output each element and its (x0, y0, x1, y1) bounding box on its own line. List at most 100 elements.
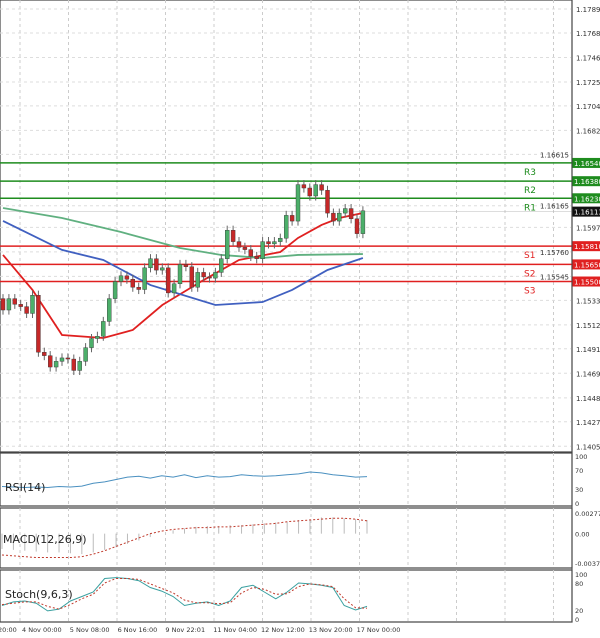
candle-bearish (48, 355, 53, 368)
time-tick-label: 20:00 (0, 626, 17, 634)
current-price-badge (572, 206, 600, 217)
candle-bullish (260, 241, 265, 259)
moving-average-line (2, 220, 364, 306)
level-price-text: 1.15650 (574, 261, 600, 269)
panel-frame (0, 507, 573, 569)
candle-bearish (254, 256, 259, 259)
price-tick-label: 1.15335 (576, 297, 600, 305)
macd-tick-label: 0.00277 (575, 510, 600, 518)
candle-bearish (289, 215, 295, 222)
macd-label: MACD(12,26,9) (3, 533, 87, 546)
price-tick-label: 1.17890 (576, 6, 600, 14)
candle-bullish (142, 267, 147, 290)
candle-bearish (24, 306, 29, 314)
macd-tick-label: 0.00 (575, 531, 589, 539)
candle-bearish (207, 276, 212, 279)
stoch-tick-label: 20 (575, 607, 583, 615)
price-tick-label: 1.15760 (540, 249, 569, 257)
candle-bullish (101, 321, 106, 337)
candle-bearish (136, 287, 141, 290)
candle-bearish (42, 352, 47, 356)
candle-bullish (219, 258, 224, 273)
level-price-badge (572, 193, 600, 204)
level-price-text: 1.15810 (574, 243, 600, 251)
stoch-tick-label: 100 (575, 571, 587, 579)
candle-bearish (248, 249, 254, 257)
candle-bearish (65, 357, 71, 360)
level-price-text: 1.16380 (574, 178, 600, 186)
candle-bearish (325, 190, 330, 214)
level-price-text: 1.15500 (574, 279, 600, 287)
candle-bearish (331, 212, 336, 222)
stoch-signal-line (1, 578, 368, 610)
candle-bearish (319, 184, 324, 191)
price-tick-label: 1.14695 (576, 370, 600, 378)
candle-bearish (189, 266, 195, 288)
price-tick-label: 1.17680 (576, 30, 600, 38)
candle-bearish (242, 247, 248, 250)
rsi-tick-label: 0 (575, 500, 579, 508)
level-label-s3: S3 (524, 287, 535, 297)
level-label-s2: S2 (524, 269, 535, 279)
price-axis: 1.17890 1.17680 1.17465 1.17250 1.17040 1.168… (540, 0, 600, 622)
level-price-badge (572, 157, 600, 168)
price-tick-label: 1.14910 (576, 346, 600, 354)
time-axis: 20:00 4 Nov 00:00 5 Nov 08:00 6 Nov 16:00 9 … (0, 626, 400, 634)
time-tick-label: 11 Nov 04:00 (213, 626, 257, 634)
candle-bullish (118, 275, 124, 282)
price-tick-label: 1.16825 (576, 127, 600, 135)
candle-bearish (348, 208, 354, 220)
level-price-badge (572, 176, 600, 187)
time-tick-label: 5 Nov 08:00 (70, 626, 110, 634)
candle-bearish (236, 241, 242, 248)
time-tick-label: 6 Nov 16:00 (118, 626, 158, 634)
candle-bullish (213, 272, 218, 279)
level-price-text: 1.16540 (574, 160, 600, 168)
rsi-tick-label: 100 (575, 453, 587, 461)
candle-bullish (171, 283, 177, 294)
price-tick-label: 1.15545 (540, 273, 569, 281)
time-tick-label: 4 Nov 00:00 (22, 626, 62, 634)
candle-bullish (160, 267, 165, 271)
time-tick-label: 17 Nov 00:00 (357, 626, 401, 634)
moving-average-line (2, 207, 363, 259)
macd-signal-line (1, 517, 368, 559)
rsi-tick-label: 30 (575, 486, 583, 494)
grid (0, 0, 573, 623)
price-tick-label: 1.15975 (576, 224, 600, 232)
level-label-s1: S1 (524, 251, 535, 261)
time-tick-label: 9 Nov 22:01 (165, 626, 205, 634)
candle-bearish (165, 267, 171, 294)
candle-bullish (59, 357, 65, 362)
candle-bullish (83, 347, 88, 362)
current-price-text: 1.16113 (574, 209, 600, 217)
candle-bearish (201, 272, 206, 278)
candle-bullish (224, 230, 230, 259)
macd-tick-label: -0.00379 (575, 560, 600, 568)
candle-bearish (266, 241, 271, 245)
candle-bullish (177, 264, 183, 285)
candle-bullish (77, 361, 82, 371)
candle-bearish (36, 295, 41, 353)
rsi-line (1, 471, 368, 488)
price-tick-label: 1.14055 (576, 443, 600, 451)
stoch-label: Stoch(9,6,3) (5, 588, 73, 601)
level-price-badge (572, 241, 600, 252)
price-tick-label: 1.17040 (576, 103, 600, 111)
candle-bullish (343, 208, 348, 214)
candle-bullish (148, 258, 153, 269)
candle-bullish (106, 298, 112, 322)
panel-frame (0, 452, 573, 507)
price-tick-label: 1.17250 (576, 79, 600, 87)
price-tick-label: 1.15120 (576, 322, 600, 330)
candle-bearish (230, 230, 236, 242)
candle-bearish (0, 298, 6, 311)
candle-bullish (295, 184, 301, 222)
candle-bearish (124, 275, 130, 280)
time-tick-label: 13 Nov 20:00 (309, 626, 353, 634)
level-price-text: 1.16230 (574, 195, 600, 203)
candle-bearish (307, 187, 312, 197)
candle-bullish (30, 295, 35, 314)
